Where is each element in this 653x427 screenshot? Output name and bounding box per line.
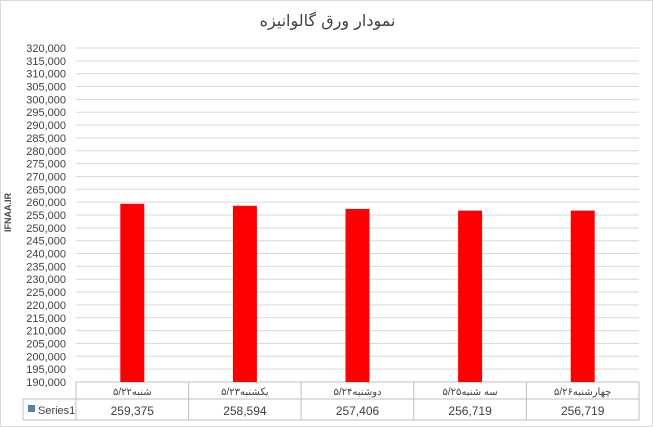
y-tick-label: 310,000: [26, 69, 66, 81]
y-tick-label: 220,000: [26, 300, 66, 312]
bar: [120, 203, 145, 382]
bar: [345, 208, 370, 382]
y-tick-label: 270,000: [26, 171, 66, 183]
legend-swatch: [28, 405, 35, 412]
y-tick-label: 200,000: [26, 351, 66, 363]
y-tick-label: 205,000: [26, 338, 66, 350]
y-tick-label: 315,000: [26, 56, 66, 68]
y-tick-label: 230,000: [26, 274, 66, 286]
y-tick-label: 260,000: [26, 197, 66, 209]
data-table-value: 256,719: [561, 404, 605, 418]
x-category-label: سه شنبه۵/۲۵: [442, 387, 497, 398]
x-category-label: یکشنبه۵/۲۳: [221, 387, 269, 398]
y-tick-label: 300,000: [26, 94, 66, 106]
chart-title: نمودار ورق گالوانیزه: [259, 11, 396, 30]
bar: [232, 205, 257, 382]
y-tick-label: 275,000: [26, 159, 66, 171]
bar: [458, 210, 483, 382]
y-tick-label: 280,000: [26, 146, 66, 158]
y-tick-label: 215,000: [26, 313, 66, 325]
y-tick-label: 320,000: [26, 43, 66, 55]
y-tick-label: 245,000: [26, 236, 66, 248]
y-tick-label: 295,000: [26, 107, 66, 119]
x-category-label: شنبه۵/۲۲: [113, 387, 152, 398]
data-table-value: 257,406: [336, 404, 380, 418]
y-tick-label: 240,000: [26, 249, 66, 261]
y-tick-label: 285,000: [26, 133, 66, 145]
watermark: IFNAA.IR: [3, 193, 13, 232]
x-category-label: چهارشنبه۵/۲۶: [554, 387, 611, 398]
bar: [570, 210, 595, 382]
y-tick-label: 190,000: [26, 377, 66, 389]
y-tick-label: 195,000: [26, 364, 66, 376]
y-tick-label: 305,000: [26, 82, 66, 94]
y-tick-label: 225,000: [26, 287, 66, 299]
data-table-value: 259,375: [111, 404, 155, 418]
data-table-value: 258,594: [223, 404, 267, 418]
y-tick-label: 255,000: [26, 210, 66, 222]
legend-series-name: Series1: [38, 405, 75, 417]
data-table-value: 256,719: [448, 404, 492, 418]
y-tick-label: 235,000: [26, 261, 66, 273]
y-tick-label: 290,000: [26, 120, 66, 132]
y-tick-label: 210,000: [26, 326, 66, 338]
x-category-label: دوشنبه۵/۲۴: [334, 387, 382, 398]
y-tick-label: 265,000: [26, 184, 66, 196]
y-tick-label: 250,000: [26, 223, 66, 235]
